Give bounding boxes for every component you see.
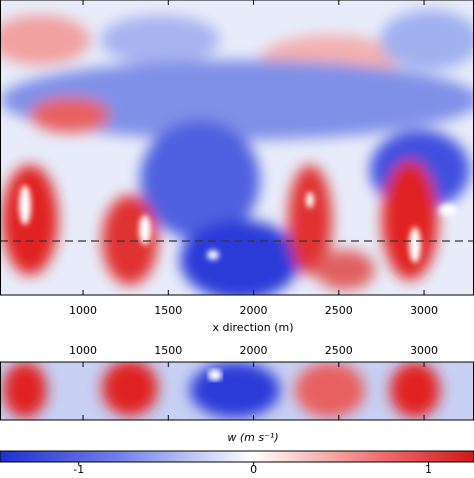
x-tick-label: 1000	[69, 344, 97, 357]
x-tick-label: 1500	[154, 304, 182, 317]
x-tick-label: 1500	[154, 344, 182, 357]
top-field	[0, 0, 474, 295]
x-tick-label: 2500	[325, 304, 353, 317]
x-axis-label: x direction (m)	[212, 321, 293, 334]
x-tick-label: 2500	[325, 344, 353, 357]
x-tick-label: 3000	[410, 304, 438, 317]
colorbar-label: w (m s⁻¹)	[227, 431, 278, 444]
bottom-field	[0, 362, 474, 420]
colorbar-tick-label: -1	[73, 463, 84, 474]
x-tick-label: 2000	[240, 344, 268, 357]
colorbar-tick-label: 0	[250, 463, 257, 474]
x-tick-label: 3000	[410, 344, 438, 357]
x-tick-label: 2000	[240, 304, 268, 317]
colorbar	[0, 450, 474, 463]
x-tick-label: 1000	[69, 304, 97, 317]
colorbar-tick-label: 1	[425, 463, 432, 474]
